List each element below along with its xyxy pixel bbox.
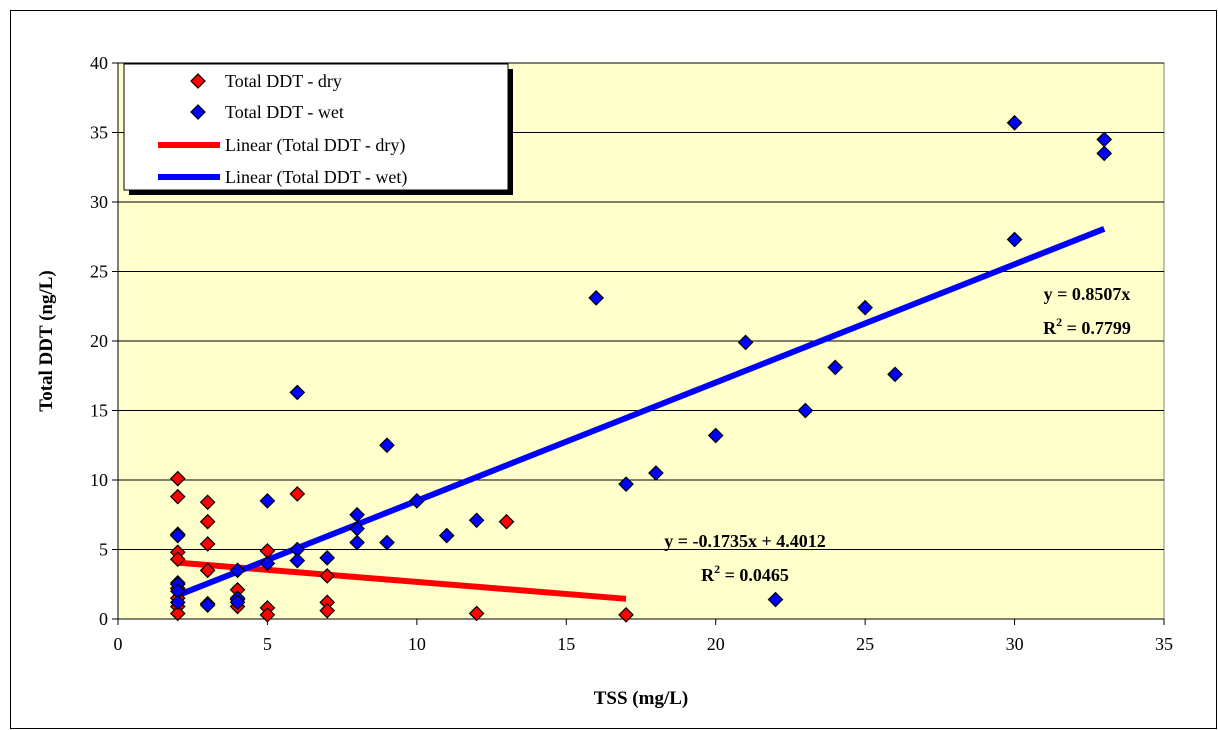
x-tick-label: 15 (557, 634, 575, 654)
y-tick-label: 25 (90, 262, 108, 282)
axes: 0 5 10 15 20 25 30 35 40 0 5 10 15 20 25 30 35 (90, 53, 1173, 654)
x-tick-label: 35 (1155, 634, 1173, 654)
point-wet (259, 493, 276, 509)
legend: Total DDT - dry Total DDT - wet Linear (To… (123, 63, 513, 195)
y-tick-label: 10 (90, 470, 108, 490)
x-tick-label: 30 (1006, 634, 1024, 654)
point-dry (319, 602, 336, 619)
point-wet (1096, 145, 1113, 162)
point-dry (618, 606, 634, 623)
data-points (169, 114, 1113, 623)
x-tick-label: 5 (263, 634, 272, 654)
point-wet (797, 402, 814, 419)
y-tick-label: 35 (90, 123, 108, 143)
legend-item-dry: Total DDT - dry (190, 71, 342, 91)
point-wet (169, 527, 186, 544)
point-wet (857, 299, 873, 316)
point-wet (349, 534, 365, 551)
point-wet (827, 359, 844, 376)
y-axis-title: Total DDT (ng/L) (36, 270, 57, 411)
point-wet (379, 534, 395, 551)
point-wet (648, 465, 664, 481)
point-dry (199, 536, 216, 552)
point-dry (259, 606, 276, 623)
point-wet (1006, 231, 1023, 248)
x-tick-label: 10 (408, 634, 426, 654)
legend-label: Total DDT - wet (225, 102, 344, 122)
point-wet (707, 427, 724, 444)
x-axis-title: TSS (mg/L) (594, 688, 689, 709)
legend-item-linear-dry: Linear (Total DDT - dry) (158, 135, 405, 156)
point-wet (468, 512, 485, 529)
point-wet (618, 476, 634, 493)
legend-box (123, 63, 509, 191)
point-wet (289, 384, 306, 401)
trend-equation-dry: y = -0.1735x + 4.4012 (664, 531, 826, 551)
point-dry (468, 605, 485, 622)
y-tick-label: 0 (99, 609, 108, 629)
point-wet (887, 366, 903, 383)
point-wet (319, 549, 336, 566)
trendline-wet (176, 225, 1106, 599)
point-wet (229, 594, 246, 611)
point-wet (409, 493, 425, 509)
x-tick-label: 20 (707, 634, 725, 654)
legend-marker (190, 104, 206, 120)
legend-label: Linear (Total DDT - dry) (225, 135, 405, 156)
point-dry (169, 470, 186, 487)
point-dry (199, 494, 216, 511)
y-tick-label: 40 (90, 53, 108, 73)
trend-r2-wet: R2 = 0.7799 (1043, 315, 1131, 338)
y-tick-label: 15 (90, 401, 108, 421)
x-tick-label: 25 (856, 634, 874, 654)
legend-item-wet: Total DDT - wet (190, 102, 344, 122)
legend-marker (190, 73, 206, 89)
y-tick-label: 20 (90, 331, 108, 351)
point-dry (169, 551, 186, 568)
x-tick-label: 0 (114, 634, 123, 654)
point-wet (588, 290, 605, 306)
point-wet (737, 334, 754, 351)
point-wet (199, 597, 216, 613)
point-wet (289, 552, 306, 569)
trend-equation-wet: y = 0.8507x (1044, 284, 1131, 304)
point-wet (259, 555, 276, 572)
point-dry (169, 488, 186, 505)
trend-annotations: y = -0.1735x + 4.4012 R2 = 0.0465 y = 0.85… (664, 284, 1131, 585)
trendlines (176, 225, 1106, 602)
y-tick-label: 5 (99, 540, 108, 560)
point-wet (1006, 114, 1023, 131)
y-tick-label: 30 (90, 192, 108, 212)
point-wet (767, 591, 784, 608)
point-wet (229, 562, 246, 579)
point-dry (289, 486, 306, 502)
point-wet (438, 527, 455, 544)
point-dry (319, 568, 336, 584)
point-dry (199, 562, 216, 579)
legend-label: Linear (Total DDT - wet) (225, 167, 407, 188)
point-wet (379, 437, 395, 454)
legend-label: Total DDT - dry (225, 71, 342, 91)
point-dry (199, 513, 216, 530)
trend-r2-dry: R2 = 0.0465 (701, 562, 789, 585)
point-dry (169, 605, 186, 622)
point-dry (498, 513, 515, 530)
legend-item-linear-wet: Linear (Total DDT - wet) (158, 167, 407, 188)
point-wet (169, 594, 186, 611)
